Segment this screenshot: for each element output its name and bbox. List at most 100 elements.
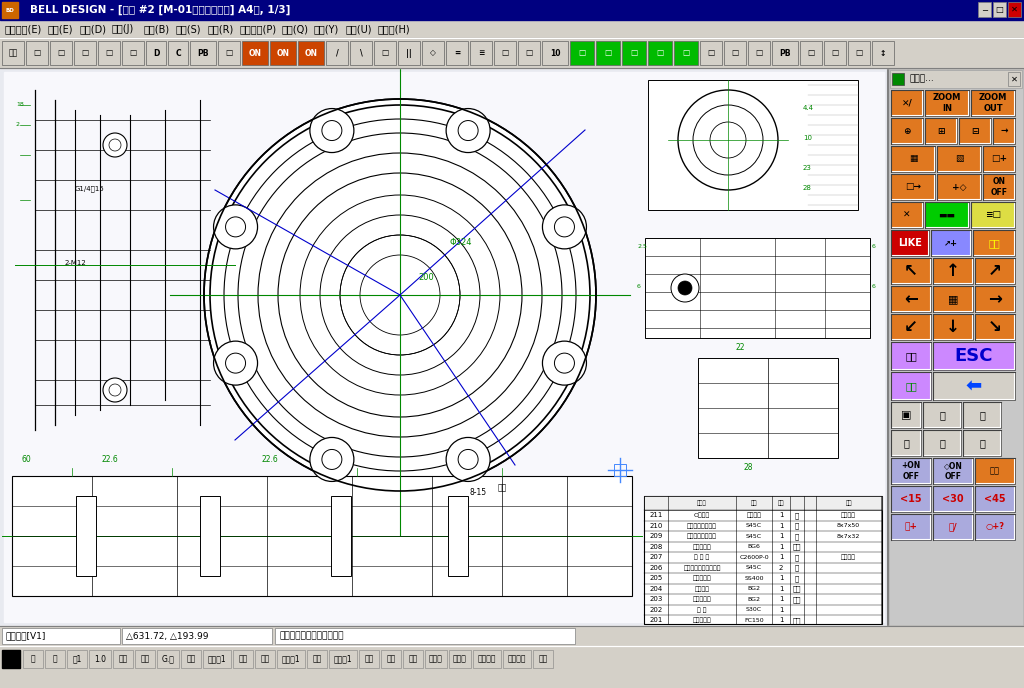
Text: 18: 18 <box>16 103 24 107</box>
Text: 図面: 図面 <box>239 654 248 663</box>
Text: 2: 2 <box>16 122 20 127</box>
Bar <box>724 41 746 65</box>
Bar <box>473 650 501 668</box>
Circle shape <box>204 99 596 491</box>
Bar <box>0 68 888 626</box>
Text: 1: 1 <box>778 596 783 602</box>
Bar <box>298 41 324 65</box>
Text: 調整(R): 調整(R) <box>208 24 233 34</box>
Bar <box>122 41 144 65</box>
Circle shape <box>678 281 692 295</box>
Text: □: □ <box>656 48 664 58</box>
Bar <box>275 628 575 644</box>
Bar <box>622 41 646 65</box>
Bar <box>596 41 620 65</box>
Text: 207: 207 <box>649 555 663 560</box>
Bar <box>0 626 1024 646</box>
Text: 1.0: 1.0 <box>94 654 106 663</box>
Bar <box>89 650 111 668</box>
Bar <box>975 286 1015 312</box>
Bar <box>644 496 882 624</box>
Text: ▦: ▦ <box>948 294 958 304</box>
Text: 文字: 文字 <box>905 381 916 391</box>
Text: 22.6: 22.6 <box>262 455 279 464</box>
Bar <box>1008 2 1021 17</box>
Bar <box>983 146 1015 172</box>
Bar <box>937 146 981 172</box>
Bar <box>648 80 858 210</box>
Text: フリー才: フリー才 <box>478 654 497 663</box>
Circle shape <box>446 438 490 482</box>
Bar <box>937 174 981 200</box>
Bar <box>113 650 133 668</box>
Text: ON: ON <box>249 48 261 58</box>
Bar <box>933 286 973 312</box>
Text: 基底: 基底 <box>988 238 999 248</box>
Text: 28: 28 <box>803 185 812 191</box>
Text: スリーブ: スリーブ <box>694 586 710 592</box>
Text: □: □ <box>756 48 763 58</box>
Text: □: □ <box>604 48 611 58</box>
Text: 1: 1 <box>778 617 783 623</box>
Bar <box>971 202 1015 228</box>
Text: □: □ <box>225 48 232 58</box>
Text: 部品(B): 部品(B) <box>143 24 170 34</box>
Bar <box>975 514 1015 540</box>
Circle shape <box>671 274 699 302</box>
Text: →: → <box>988 290 1001 308</box>
Text: 作画(D): 作画(D) <box>80 24 106 34</box>
Text: ON: ON <box>276 48 290 58</box>
Bar <box>570 41 594 65</box>
Bar <box>359 650 379 668</box>
Text: 6: 6 <box>872 244 876 249</box>
Text: 1: 1 <box>778 533 783 539</box>
Text: □: □ <box>525 48 532 58</box>
Text: 4.4: 4.4 <box>803 105 814 111</box>
Text: BG2: BG2 <box>748 596 761 602</box>
Text: コマンドを入力して下さい: コマンドを入力して下さい <box>279 632 343 641</box>
Text: 8x7x50: 8x7x50 <box>837 524 860 528</box>
Text: 編集(E): 編集(E) <box>47 24 73 34</box>
Bar <box>26 41 48 65</box>
Text: □→: □→ <box>905 182 921 191</box>
Text: 2.5: 2.5 <box>637 244 647 249</box>
Text: G1/4並15: G1/4並15 <box>75 185 104 192</box>
Bar <box>74 41 96 65</box>
Text: □: □ <box>579 48 586 58</box>
Bar <box>891 342 931 370</box>
Bar <box>67 650 87 668</box>
Circle shape <box>322 449 342 469</box>
Text: □: □ <box>631 48 638 58</box>
Text: ソ: ソ <box>795 564 799 571</box>
Text: ⊟: ⊟ <box>971 127 979 136</box>
Text: ─: ─ <box>982 5 987 14</box>
Text: 六角ナット: 六角ナット <box>692 544 712 550</box>
Bar <box>971 90 1015 116</box>
Text: 211: 211 <box>649 513 663 518</box>
Text: =: = <box>454 48 460 58</box>
Text: G.才: G.才 <box>162 654 174 663</box>
Text: 作画層1: 作画層1 <box>282 654 300 663</box>
Bar <box>975 258 1015 284</box>
Text: □: □ <box>682 48 689 58</box>
Text: ✕: ✕ <box>1011 74 1018 83</box>
Text: 吸込カバー: 吸込カバー <box>692 617 712 623</box>
Text: 1: 1 <box>778 513 783 518</box>
Text: SS400: SS400 <box>744 576 764 581</box>
Circle shape <box>109 384 121 396</box>
Text: 色: 色 <box>979 410 985 420</box>
Bar <box>891 286 931 312</box>
Circle shape <box>543 341 587 385</box>
Text: Oリング: Oリング <box>694 513 710 518</box>
Text: ○+?: ○+? <box>985 522 1005 532</box>
Text: ZOOM
IN: ZOOM IN <box>933 94 962 113</box>
Text: 計/: 計/ <box>948 522 957 532</box>
Text: 2-M12: 2-M12 <box>65 260 87 266</box>
Text: □: □ <box>381 48 389 58</box>
Text: 線: 線 <box>52 654 57 663</box>
Bar <box>2 2 18 18</box>
Bar <box>2 650 20 668</box>
Text: →: → <box>1000 127 1008 136</box>
Bar <box>98 41 120 65</box>
Text: ↕: ↕ <box>880 48 886 58</box>
